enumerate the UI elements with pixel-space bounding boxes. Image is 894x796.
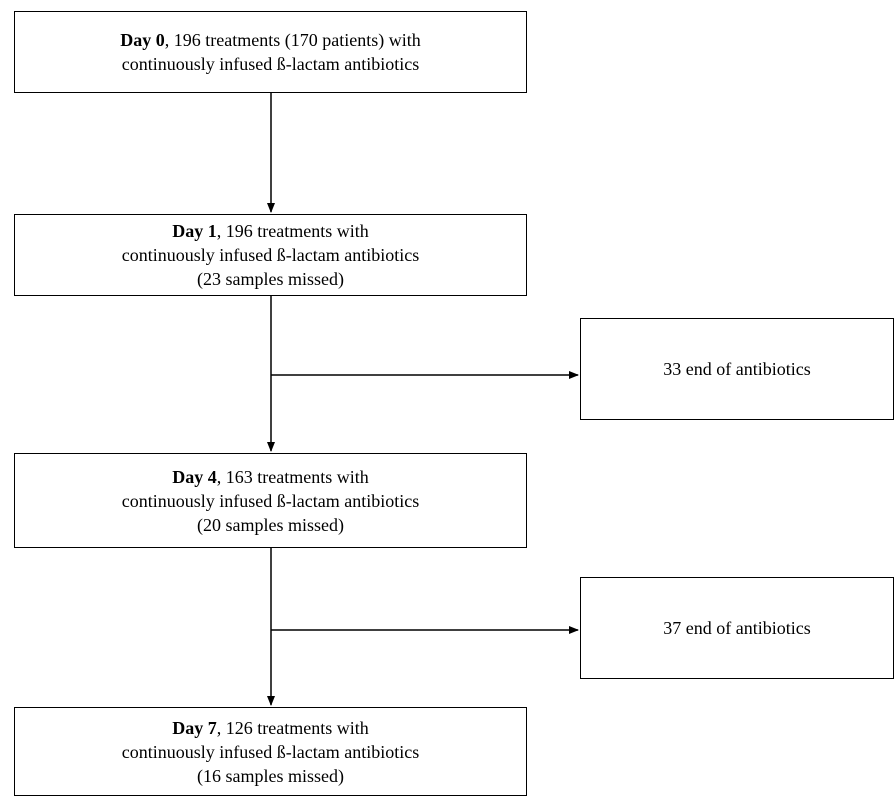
box-day-0-summary: , 196 treatments (170 patients) with: [164, 30, 421, 50]
box-day-1-summary: , 196 treatments with: [216, 221, 369, 241]
box-exit-2: 37 end of antibiotics: [580, 577, 894, 679]
box-exit-2-text: 37 end of antibiotics: [663, 618, 811, 638]
box-day-1: Day 1, 196 treatments with continuously …: [14, 214, 527, 296]
box-day-7-line-3: (16 samples missed): [197, 765, 344, 786]
box-day-0-line-2: continuously infused ß-lactam antibiotic…: [121, 54, 420, 74]
box-day-7-line-2: continuously infused ß-lactam antibiotic…: [121, 741, 420, 762]
box-day-4-line-1: Day 4, 163 treatments with: [172, 465, 368, 489]
box-day-0: Day 0, 196 treatments (170 patients) wit…: [14, 11, 527, 93]
box-day-1-line-3: (23 samples missed): [197, 269, 344, 289]
box-day-7-day-label: Day 7: [172, 717, 217, 738]
box-day-4-line-2: continuously infused ß-lactam antibiotic…: [121, 490, 420, 511]
box-day-4-line-3: (20 samples missed): [197, 514, 344, 535]
box-day-4-day-label: Day 4: [172, 466, 217, 487]
box-day-0-day-label: Day 0: [120, 30, 165, 50]
box-day-1-day-label: Day 1: [172, 221, 217, 241]
box-day-1-line-1: Day 1, 196 treatments with: [172, 219, 368, 243]
box-day-7-line-1: Day 7, 126 treatments with: [172, 716, 368, 740]
box-day-7-summary: , 126 treatments with: [216, 717, 369, 738]
box-exit-1-text: 33 end of antibiotics: [663, 359, 811, 379]
box-day-4: Day 4, 163 treatments with continuously …: [14, 453, 527, 548]
box-exit-1: 33 end of antibiotics: [580, 318, 894, 420]
box-day-0-line-1: Day 0, 196 treatments (170 patients) wit…: [120, 28, 420, 52]
box-day-4-summary: , 163 treatments with: [216, 466, 369, 487]
box-day-7: Day 7, 126 treatments with continuously …: [14, 707, 527, 796]
box-day-1-line-2: continuously infused ß-lactam antibiotic…: [121, 245, 420, 265]
